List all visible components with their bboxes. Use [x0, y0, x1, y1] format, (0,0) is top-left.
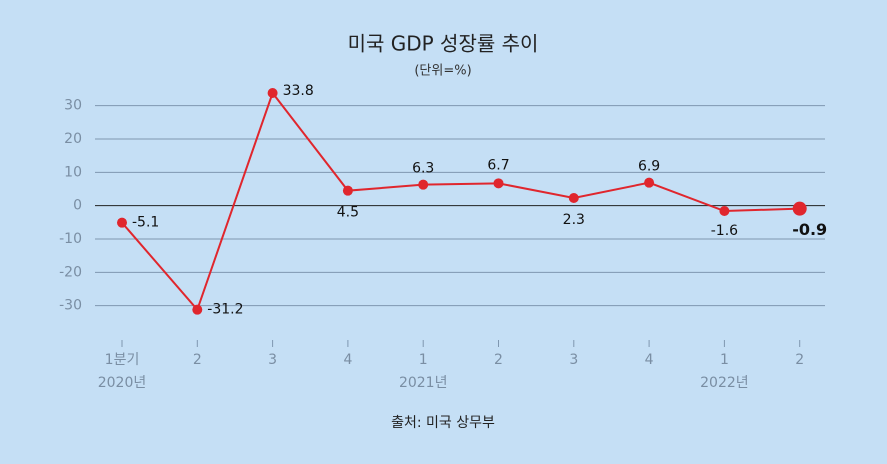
value-label: -1.6 — [711, 223, 738, 239]
x-tick-label: 4 — [645, 352, 654, 368]
y-tick-label: 20 — [64, 131, 82, 147]
y-tick-label: 30 — [64, 98, 82, 114]
point — [644, 177, 655, 188]
year-label: 2020년 — [98, 375, 147, 391]
y-tick-label: -10 — [59, 231, 82, 247]
year-label: 2022년 — [700, 375, 749, 391]
x-tick-label: 3 — [569, 352, 578, 368]
point — [418, 179, 429, 190]
y-tick-label: 10 — [64, 164, 82, 180]
x-tick-label: 1분기 — [105, 352, 140, 368]
point — [792, 201, 807, 216]
source: 출처: 미국 상무부 — [391, 415, 495, 431]
value-label: -0.9 — [792, 220, 827, 239]
y-tick-label: -30 — [59, 298, 82, 314]
chart-subtitle: (단위=%) — [414, 64, 471, 79]
y-tick-label: 0 — [73, 198, 82, 214]
value-label: 6.7 — [487, 157, 509, 173]
point — [192, 304, 203, 315]
point — [117, 217, 127, 228]
x-tick-label: 2 — [494, 352, 503, 368]
point — [342, 185, 353, 196]
x-tick-label: 1 — [419, 352, 428, 368]
x-tick-label: 2 — [193, 352, 202, 368]
chart-title: 미국 GDP 성장률 추이 — [348, 32, 539, 56]
line — [121, 90, 800, 312]
x-tick-label: 2 — [795, 352, 804, 368]
point — [719, 206, 730, 216]
year-label: 2021년 — [399, 375, 448, 391]
value-label: -5.1 — [132, 215, 159, 231]
x-tick-label: 4 — [343, 352, 352, 368]
point — [568, 193, 579, 203]
value-label: 33.8 — [283, 83, 314, 99]
point — [493, 178, 504, 189]
value-label: 6.3 — [412, 161, 434, 177]
value-label: 2.3 — [563, 212, 585, 228]
y-tick-label: -20 — [59, 264, 82, 280]
value-label: 6.9 — [638, 159, 660, 175]
point — [267, 88, 278, 98]
x-tick-label: 1 — [720, 352, 729, 368]
value-label: 4.5 — [337, 205, 359, 221]
value-label: -31.2 — [207, 302, 243, 318]
x-tick-label: 3 — [268, 352, 277, 368]
